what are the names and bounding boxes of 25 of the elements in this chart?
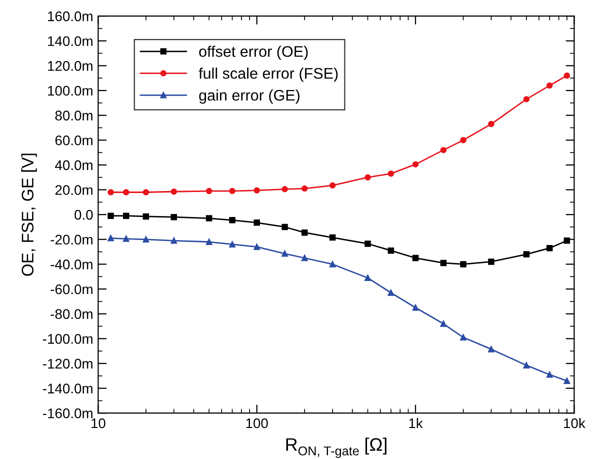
y-tick-label: 100.0m <box>48 86 92 96</box>
y-tick-label: -60.0m <box>50 284 92 294</box>
legend-label: full scale error (FSE) <box>198 68 338 82</box>
y-tick-label: -160.0m <box>42 408 92 418</box>
y-tick-label: 40.0m <box>55 160 92 170</box>
x-tick-label: 1k <box>409 418 423 428</box>
y-tick-label: -20.0m <box>50 234 92 245</box>
y-tick-label: 80.0m <box>55 110 92 120</box>
legend-label: gain error (GE) <box>199 89 300 104</box>
y-axis-title: OE, FSE, GE [V] <box>21 154 37 276</box>
x-tick-label: 100 <box>246 418 268 428</box>
y-tick-label: 60.0m <box>55 135 92 146</box>
legend-label: offset error (OE) <box>199 46 308 60</box>
y-tick-label: -100.0m <box>42 334 92 344</box>
y-tick-label: 20.0m <box>55 185 92 195</box>
y-tick-label: -40.0m <box>50 260 92 270</box>
x-tick-label: 10 <box>92 418 106 428</box>
y-tick-label: 120.0m <box>48 61 92 71</box>
x-tick-label: 10k <box>564 418 586 428</box>
y-tick-label: -120.0m <box>42 358 92 369</box>
y-tick-label: 140.0m <box>48 36 92 46</box>
y-tick-label: 160.0m <box>48 11 92 22</box>
y-tick-label: -140.0m <box>42 384 92 394</box>
y-tick-label: 0.0 <box>74 210 93 220</box>
y-tick-label: -80.0m <box>50 309 92 320</box>
